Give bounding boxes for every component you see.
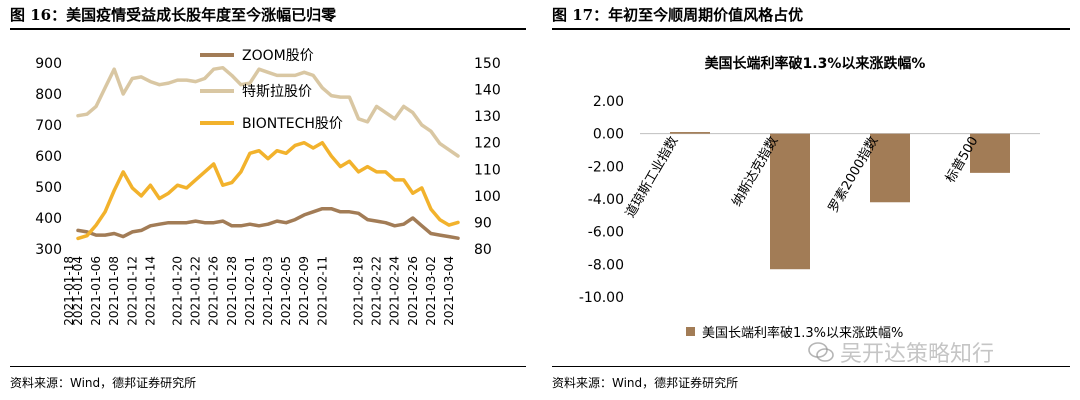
x-tick-label: 2021-01-18 [62, 256, 76, 326]
left-y-tick-label: 600 [35, 149, 62, 165]
bar-category-label-1: 道琼斯工业指数 [623, 134, 681, 220]
bar-2 [770, 133, 810, 270]
x-tick-label: 2021-02-05 [279, 256, 293, 326]
x-tick-label: 2021-03-04 [442, 256, 456, 326]
bar-y-tick-label: -8.00 [588, 257, 624, 273]
legend-label-2: 特斯拉股价 [242, 84, 312, 100]
bar-y-tick-label: -6.00 [588, 225, 624, 241]
bar-y-tick-label: -10.00 [579, 290, 624, 306]
x-tick-label: 2021-02-09 [297, 256, 311, 326]
series-line-2 [76, 65, 460, 158]
bar-legend-label: 美国长端利率破1.3%以来涨跌幅% [702, 325, 903, 341]
right-y-tick-label: 130 [474, 109, 501, 125]
x-tick-label: 2021-02-22 [370, 256, 384, 326]
right-y-tick-label: 140 [474, 83, 501, 99]
series-line-3 [76, 140, 460, 241]
bar-3 [870, 133, 910, 203]
right-y-tick-label: 150 [474, 56, 501, 72]
series-line-1 [76, 206, 460, 240]
legend-label-1: ZOOM股价 [242, 48, 314, 64]
bar-legend-swatch [686, 327, 695, 336]
x-tick-label: 2021-03-02 [424, 256, 438, 326]
wechat-icon [808, 342, 834, 362]
right-y-tick-label: 100 [474, 189, 501, 205]
legend-label-3: BIONTECH股价 [242, 116, 343, 132]
x-tick-label: 2021-01-04 [71, 256, 85, 326]
bar-y-tick-label: -2.00 [588, 159, 624, 175]
x-tick-label: 2021-02-01 [243, 256, 257, 326]
x-tick-label: 2021-02-11 [315, 256, 329, 326]
right-source-rule [552, 366, 1070, 367]
left-source-note: 资料来源：Wind，德邦证券研究所 [10, 376, 197, 390]
x-tick-label: 2021-02-24 [388, 256, 402, 326]
bar-4 [970, 133, 1010, 173]
right-y-tick-label: 120 [474, 136, 501, 152]
x-tick-label: 2021-02-18 [351, 256, 365, 326]
watermark-text: 吴开达策略知行 [840, 342, 995, 367]
left-y-tick-label: 900 [35, 56, 62, 72]
x-tick-label: 2021-01-22 [189, 256, 203, 326]
bar-y-tick-label: 0.00 [593, 127, 624, 143]
x-tick-label: 2021-01-12 [125, 256, 139, 326]
right-source-note: 资料来源：Wind，德邦证券研究所 [552, 376, 739, 390]
x-tick-label: 2021-01-28 [225, 256, 239, 326]
x-tick-label: 2021-02-03 [261, 256, 275, 326]
x-tick-label: 2021-01-08 [107, 256, 121, 326]
right-y-tick-label: 110 [474, 162, 501, 178]
figure-16-title: 图 16：美国疫情受益成长股年度至今涨幅已归零 [10, 6, 337, 24]
left-y-tick-label: 300 [35, 242, 62, 258]
right-title-rule [552, 28, 1070, 30]
right-y-tick-label: 80 [474, 242, 492, 258]
left-source-rule [10, 366, 526, 367]
left-title-rule [10, 28, 526, 30]
bar-y-tick-label: 2.00 [593, 94, 624, 110]
left-y-tick-label: 800 [35, 87, 62, 103]
bar-1 [670, 132, 710, 134]
right-y-tick-label: 90 [474, 215, 492, 231]
left-y-tick-label: 500 [35, 180, 62, 196]
watermark: 吴开达策略知行 [808, 336, 994, 368]
figure-17-title: 图 17：年初至今顺周期价值风格占优 [552, 6, 804, 24]
x-tick-label: 2021-02-26 [406, 256, 420, 326]
x-tick-label: 2021-01-14 [143, 256, 157, 326]
bar-chart-title: 美国长端利率破1.3%以来涨跌幅% [705, 55, 926, 72]
bar-y-tick-label: -4.00 [588, 192, 624, 208]
left-y-tick-label: 400 [35, 211, 62, 227]
x-tick-label: 2021-01-20 [171, 256, 185, 326]
left-y-tick-label: 700 [35, 118, 62, 134]
x-tick-label: 2021-01-06 [89, 256, 103, 326]
x-tick-label: 2021-01-26 [207, 256, 221, 326]
